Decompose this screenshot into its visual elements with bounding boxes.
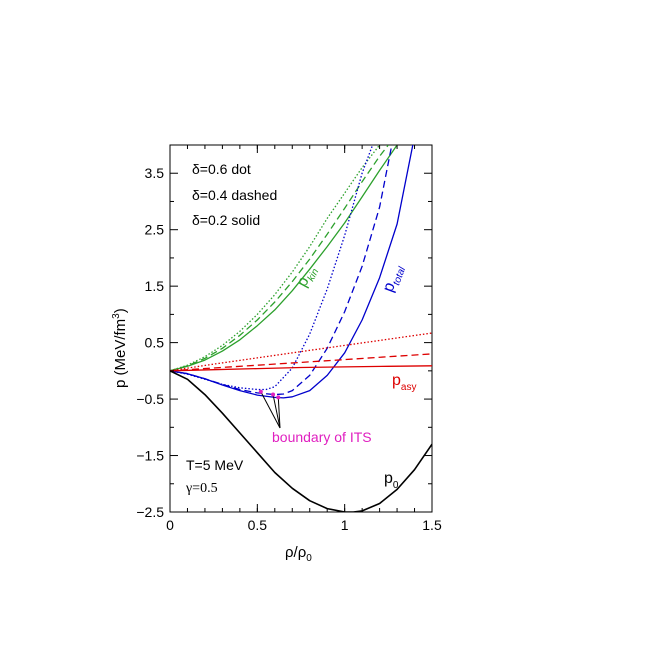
its-boundary-point [276,395,281,400]
series-kin-solid [170,145,398,372]
its-boundary-point [258,389,263,394]
label-p-total: ptotal [380,262,409,296]
plot-frame [169,144,433,513]
y-tick-label: −2.5 [136,504,164,520]
legend-line-0: δ=0.6 dot [192,161,251,177]
label-p-asy: pasy [392,372,416,393]
x-axis-label: ρ/ρ0 [285,544,312,564]
legend-line-1: δ=0.4 dashed [192,187,277,203]
x-tick-label: 0 [166,517,174,533]
series-asy-dashed [170,353,432,372]
y-tick-label: 2.5 [145,222,165,238]
label-p-zero: p0 [384,470,399,491]
param-gamma: γ=0.5 [185,481,218,496]
its-pointer-line [260,391,281,429]
y-axis-label: p (MeV/fm3) [111,308,129,388]
series-total-solid [170,145,414,399]
legend-line-2: δ=0.2 solid [192,212,260,228]
series-total-dotted [170,145,374,391]
series-kin-dashed [170,145,389,372]
y-tick-label: 0.5 [145,335,165,351]
y-tick-label: 3.5 [145,165,165,181]
its-pointer-line [272,394,281,429]
y-tick-label: 1.5 [145,278,165,294]
series-kin-dotted [170,145,381,372]
x-tick-label: 1 [341,517,349,533]
x-tick-label: 1.5 [422,517,442,533]
series-asy-solid [170,365,432,372]
series-zero-solid [170,370,432,512]
its-pointer-line [277,397,281,429]
y-tick-label: −0.5 [136,391,164,407]
series-total-dashed [170,145,393,396]
its-boundary-label: boundary of ITS [272,429,372,445]
series-asy-dotted [170,332,432,372]
y-tick-label: −1.5 [136,448,164,464]
its-boundary-point [271,392,276,397]
label-p-kin: pkin [294,262,322,291]
x-tick-label: 0.5 [248,517,268,533]
param-temperature: T=5 MeV [186,457,244,473]
